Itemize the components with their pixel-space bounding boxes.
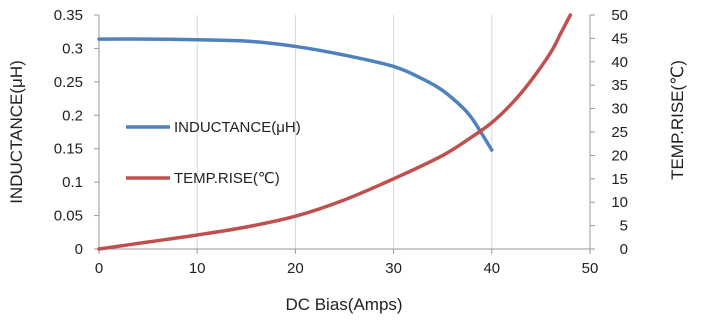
y2-tick-label: 25 [611,124,628,141]
x-tick-label: 40 [483,260,500,277]
series-line-temp-rise [97,13,573,251]
y-tick-label: 0.3 [62,40,83,57]
y2-tick-label: 50 [611,7,628,24]
x-tick-label: 10 [189,260,206,277]
y2-tick-label: 0 [620,241,628,258]
legend: INDUCTANCE(μH) TEMP.RISE(℃) [126,119,301,187]
x-tick-label: 30 [385,260,402,277]
axes-layer [94,14,595,254]
series-line-inductance [97,37,494,152]
series-layer [97,13,573,251]
y-tick-label: 0.1 [62,174,83,191]
x-tick-label: 50 [582,260,599,277]
y-tick-label: 0 [75,241,83,258]
y-axis-title: INDUCTANCE(μH) [7,60,26,204]
ticks-layer: 0 10 20 30 40 50 0 0.05 0.1 0.15 0.2 0.25 0.3 0.35 0 5 1… [54,7,628,277]
y-tick-label: 0.15 [54,141,83,158]
y2-tick-label: 15 [611,171,628,188]
y2-tick-label: 20 [611,147,628,164]
y-tick-label: 0.2 [62,107,83,124]
y-tick-label: 0.05 [54,208,83,225]
x-tick-label: 20 [287,260,304,277]
x-axis-title: DC Bias(Amps) [285,295,402,314]
y2-tick-label: 30 [611,101,628,118]
y2-axis-title: TEMP.RISE(℃) [668,60,687,180]
legend-label-temp-rise: TEMP.RISE(℃) [174,170,280,187]
y-tick-label: 0.25 [54,74,83,91]
legend-label-inductance: INDUCTANCE(μH) [174,119,301,136]
y2-tick-label: 10 [611,194,628,211]
y2-tick-label: 5 [620,218,628,235]
y2-tick-label: 40 [611,54,628,71]
y-tick-label: 0.35 [54,7,83,24]
x-tick-label: 0 [95,260,103,277]
y2-tick-label: 35 [611,77,628,94]
y2-tick-label: 45 [611,30,628,47]
